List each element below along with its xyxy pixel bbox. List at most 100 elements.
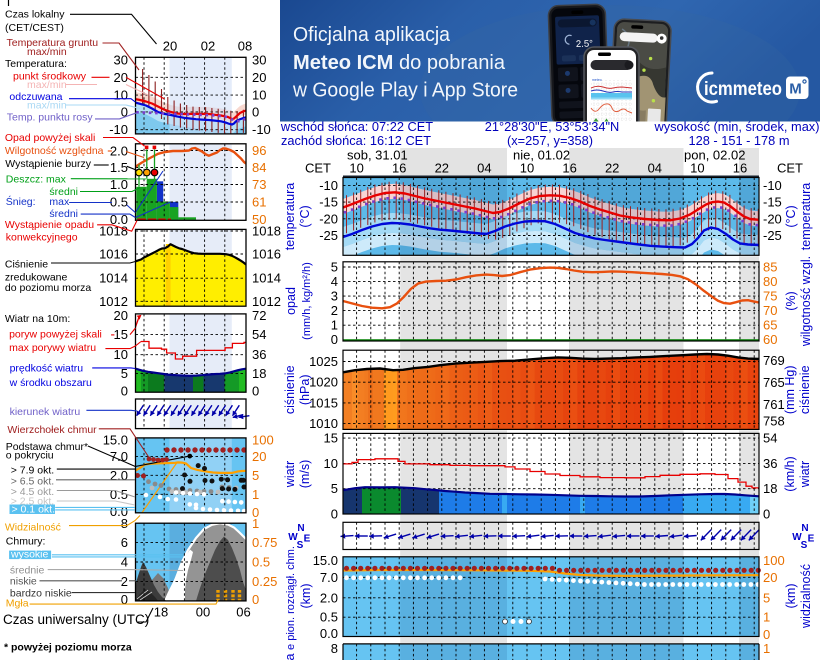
svg-text:5: 5 (331, 260, 338, 275)
svg-text:0.0: 0.0 (320, 626, 338, 641)
svg-text:max/min: max/min (27, 79, 67, 91)
svg-text:1012: 1012 (252, 294, 281, 309)
svg-text:-15: -15 (763, 195, 782, 210)
svg-text:Deszcz: max: Deszcz: max (6, 174, 67, 186)
svg-text:758: 758 (763, 414, 785, 429)
svg-text:8: 8 (331, 641, 338, 656)
svg-text:w Google Play i App Store: w Google Play i App Store (292, 79, 518, 102)
svg-text:10: 10 (349, 161, 363, 176)
svg-text:do poziomu morza: do poziomu morza (5, 282, 92, 294)
svg-text:20: 20 (252, 70, 266, 85)
svg-text:1025: 1025 (309, 354, 338, 369)
svg-text:0: 0 (252, 592, 259, 607)
svg-text:-10: -10 (252, 122, 271, 137)
svg-text:odczuwana: odczuwana (9, 91, 62, 103)
svg-text:06: 06 (236, 605, 250, 620)
svg-text:0: 0 (763, 627, 770, 642)
svg-text:1015: 1015 (309, 395, 338, 410)
svg-text:> 6.5 okt.: > 6.5 okt. (11, 475, 55, 487)
svg-text:60: 60 (763, 332, 777, 347)
svg-text:-10: -10 (109, 122, 128, 137)
svg-text:7.0: 7.0 (320, 570, 338, 585)
svg-text:54: 54 (252, 327, 266, 342)
svg-text:4: 4 (331, 274, 338, 289)
svg-text:Widzialność: Widzialność (5, 522, 61, 534)
svg-text:2: 2 (121, 574, 128, 589)
svg-text:2.0: 2.0 (110, 468, 128, 483)
svg-text:50: 50 (252, 212, 266, 227)
svg-text:kierunek wiatru: kierunek wiatru (10, 406, 81, 418)
svg-text:1: 1 (331, 318, 338, 333)
svg-text:1.5: 1.5 (110, 160, 128, 175)
svg-text:poryw powyżej skali: poryw powyżej skali (9, 329, 102, 341)
svg-text:0: 0 (252, 505, 259, 520)
svg-text:prędkość wiatru: prędkość wiatru (10, 362, 84, 374)
svg-text:konwekcyjnego: konwekcyjnego (6, 232, 78, 244)
svg-text:CET: CET (777, 161, 803, 176)
svg-text:0: 0 (331, 332, 338, 347)
svg-text:1016: 1016 (252, 247, 281, 262)
svg-text:max: max (49, 196, 70, 208)
svg-text:max porywy wiatru: max porywy wiatru (9, 342, 96, 354)
svg-text:0.5: 0.5 (110, 195, 128, 210)
svg-text:> 0.1 okt.: > 0.1 okt. (12, 503, 56, 515)
svg-text:ciśnienie: ciśnienie (798, 365, 812, 414)
svg-text:10: 10 (114, 88, 128, 103)
svg-text:Chmury:: Chmury: (6, 536, 46, 548)
svg-text:16: 16 (562, 161, 576, 176)
svg-text:(hPa): (hPa) (298, 375, 312, 406)
svg-text:61: 61 (252, 194, 266, 209)
svg-text:18: 18 (252, 366, 266, 381)
svg-text:04: 04 (648, 161, 662, 176)
svg-text:Wystąpienie burzy: Wystąpienie burzy (5, 158, 91, 170)
svg-text:średnie: średnie (10, 565, 45, 577)
svg-text:22: 22 (605, 161, 619, 176)
svg-text:02: 02 (201, 39, 215, 54)
svg-text:0: 0 (121, 104, 128, 119)
svg-text:-20: -20 (763, 211, 782, 226)
svg-text:1010: 1010 (309, 416, 338, 431)
svg-text:niskie: niskie (10, 575, 37, 587)
svg-text:4: 4 (121, 555, 128, 570)
svg-text:Śnieg:: Śnieg: (6, 195, 36, 208)
svg-text:15: 15 (324, 431, 338, 446)
svg-text:nie, 01.02: nie, 01.02 (513, 148, 570, 163)
svg-text:wschód słońca: 07:22 CET: wschód słońca: 07:22 CET (280, 119, 433, 134)
svg-text:70: 70 (763, 303, 777, 318)
svg-text:Wilgotność względna: Wilgotność względna (5, 145, 104, 157)
svg-text:5: 5 (252, 468, 259, 483)
svg-text:Ciśnienie: Ciśnienie (5, 259, 48, 271)
svg-text:08: 08 (238, 39, 252, 54)
svg-text:(x=257, y=358): (x=257, y=358) (507, 133, 593, 148)
svg-text:widzialność: widzialność (799, 564, 813, 629)
svg-text:-25: -25 (763, 228, 782, 243)
svg-text:icmmeteo: icmmeteo (704, 78, 782, 100)
svg-text:5: 5 (763, 590, 770, 605)
svg-text:04: 04 (477, 161, 491, 176)
svg-text:wysokie: wysokie (10, 549, 49, 561)
svg-text:100: 100 (763, 553, 785, 568)
svg-text:max/min: max/min (27, 100, 67, 112)
svg-text:20: 20 (114, 70, 128, 85)
svg-text:72: 72 (252, 308, 266, 323)
svg-text:średni: średni (49, 208, 78, 220)
svg-text:36: 36 (252, 347, 266, 362)
svg-text:21°28'30"E, 53°53'34"N: 21°28'30"E, 53°53'34"N (485, 119, 620, 134)
svg-text:opad: opad (284, 287, 298, 315)
svg-text:* powyżej poziomu morza: * powyżej poziomu morza (4, 642, 132, 654)
svg-text:65: 65 (763, 318, 777, 333)
svg-text:75: 75 (763, 289, 777, 304)
svg-text:W: W (288, 532, 298, 543)
svg-text:8: 8 (121, 516, 128, 531)
svg-text:S: S (801, 540, 808, 551)
svg-text:6: 6 (121, 535, 128, 550)
svg-text:128 - 151 - 178 m: 128 - 151 - 178 m (688, 133, 789, 148)
svg-text:2.0: 2.0 (110, 143, 128, 158)
svg-text:10: 10 (324, 456, 338, 471)
svg-text:36: 36 (763, 456, 777, 471)
svg-text:ciśnienie: ciśnienie (283, 365, 297, 414)
svg-text:temperatura: temperatura (799, 183, 813, 250)
svg-text:-25: -25 (319, 228, 338, 243)
svg-text:Czas lokalny: Czas lokalny (5, 9, 65, 21)
svg-text:1.0: 1.0 (110, 177, 128, 192)
